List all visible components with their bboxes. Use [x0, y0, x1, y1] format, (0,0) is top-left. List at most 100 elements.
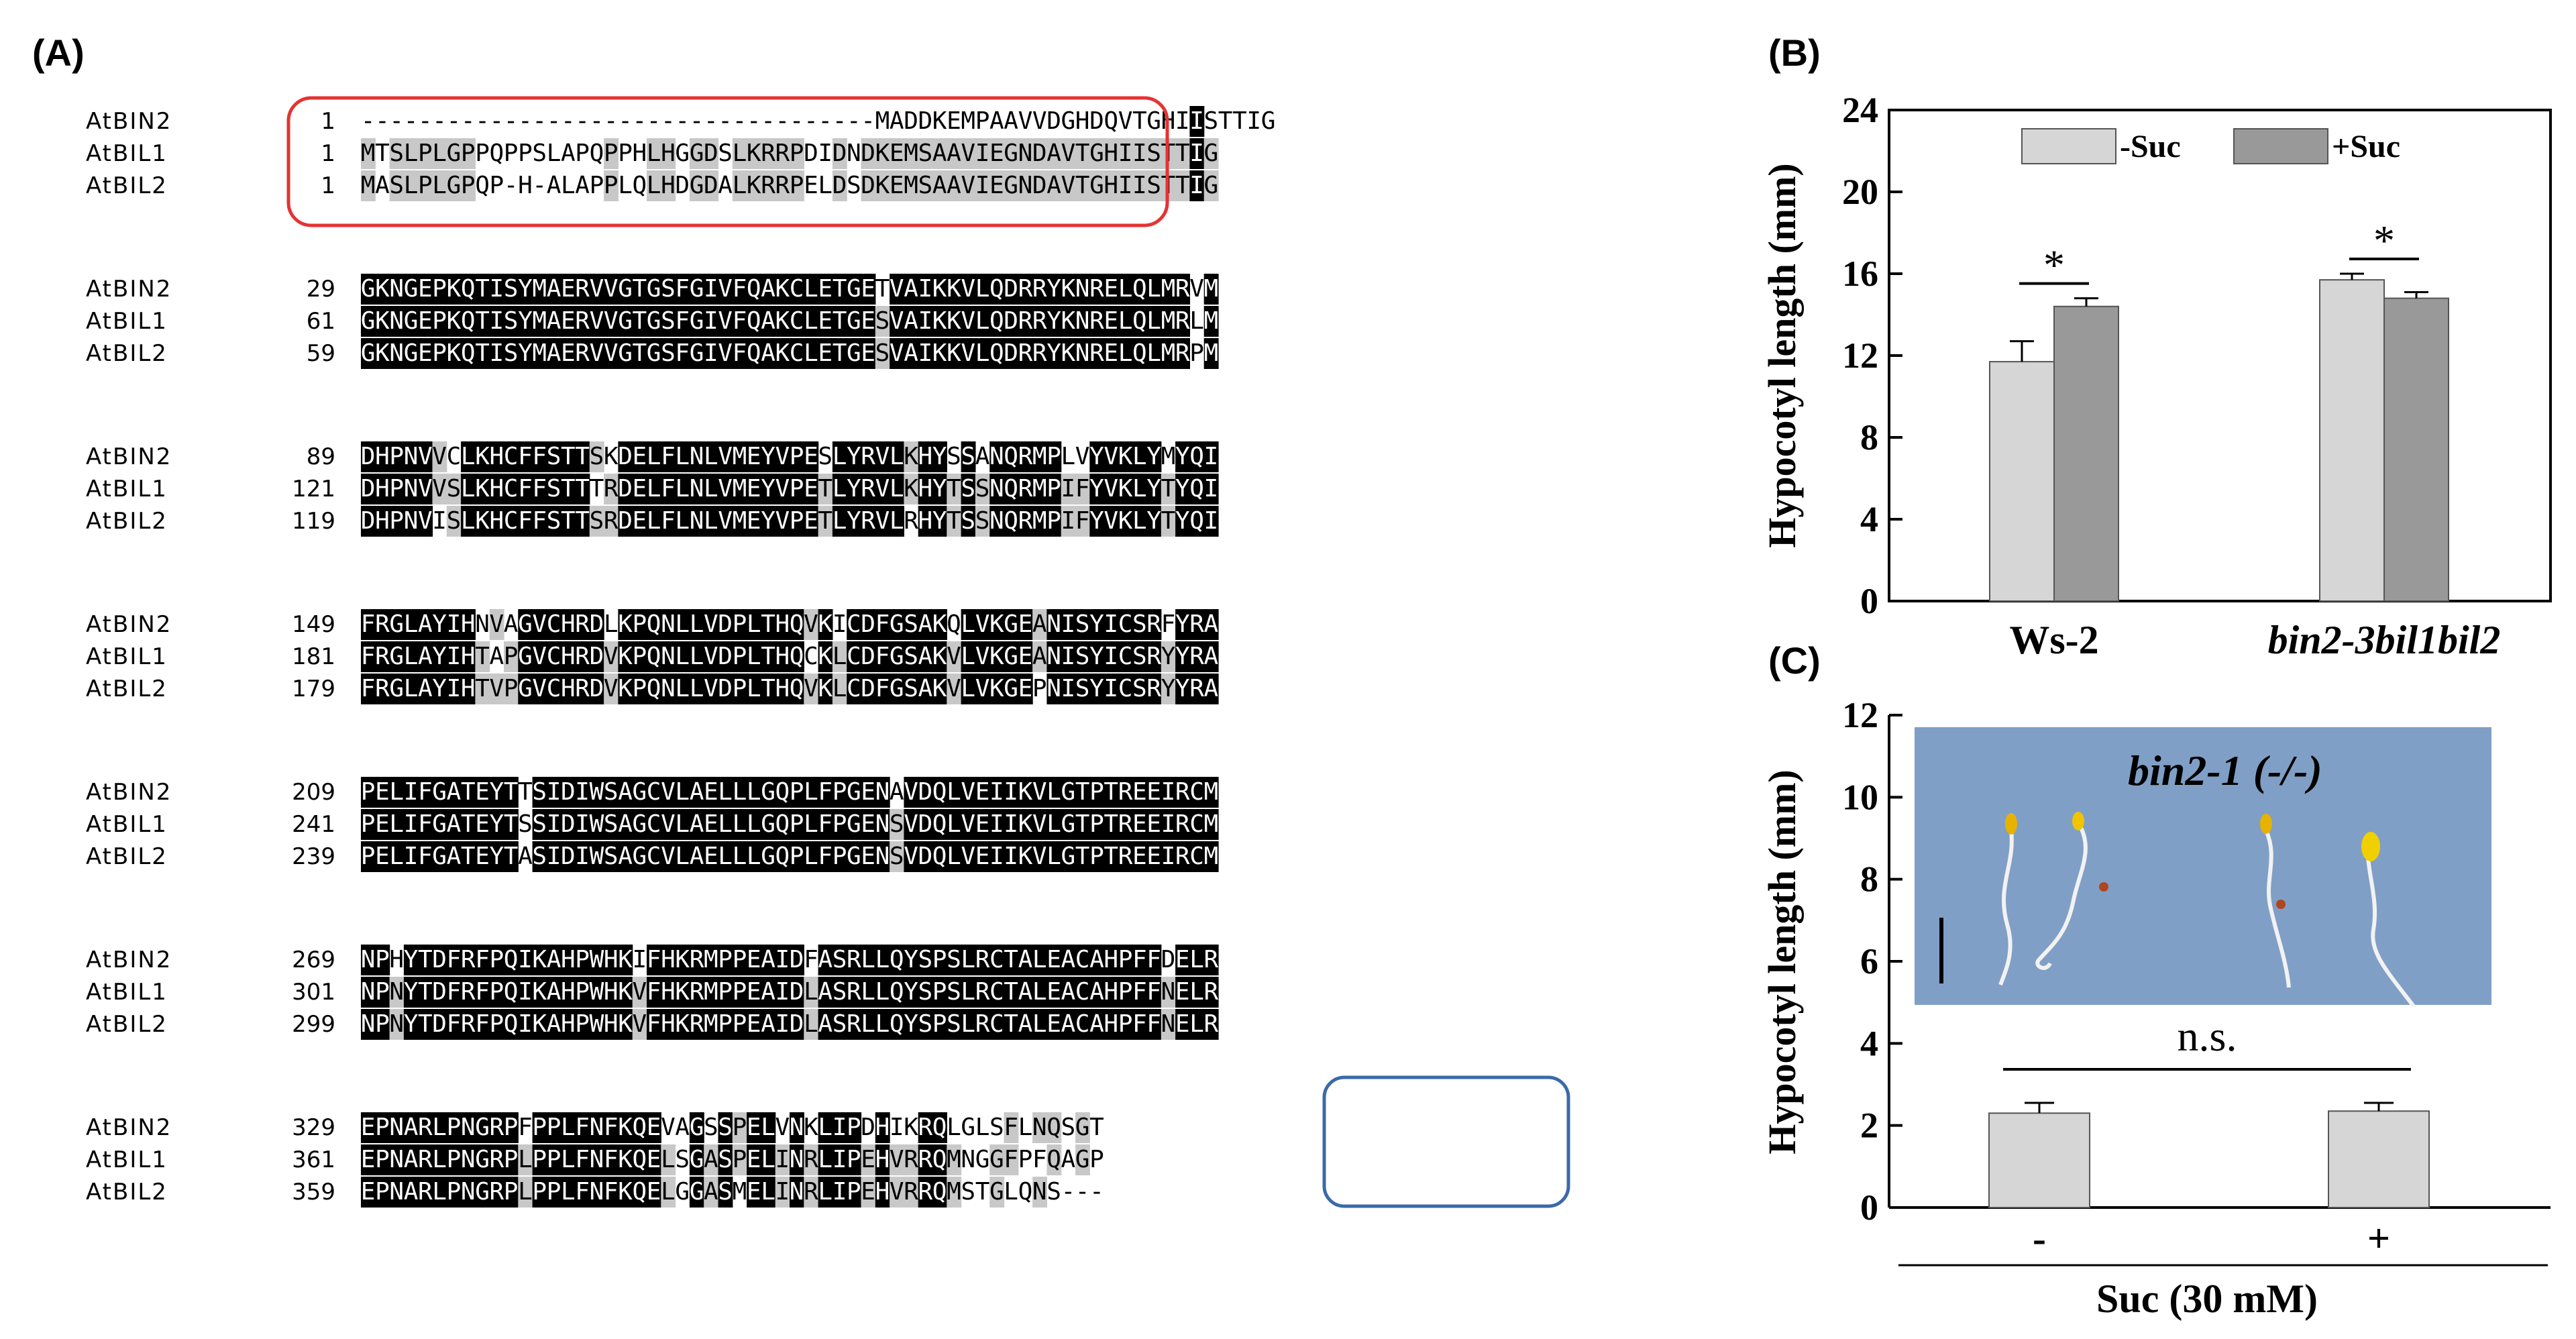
residue-shade	[861, 170, 876, 201]
residue-shade	[947, 306, 962, 337]
residue-shade	[489, 609, 504, 640]
residue-shade	[1146, 609, 1162, 640]
residue: E	[861, 307, 875, 335]
residue: Q	[461, 275, 476, 303]
residue: P	[790, 843, 804, 870]
residue: L	[1189, 307, 1204, 335]
residue: D	[861, 1114, 875, 1141]
residue: I	[1104, 643, 1118, 670]
residue: F	[575, 1146, 590, 1173]
residue-shade	[918, 474, 933, 504]
residue: A	[1204, 675, 1219, 702]
residue-shade	[904, 306, 919, 337]
residue: I	[975, 140, 990, 167]
residue: P	[718, 946, 733, 973]
residue-shade	[1089, 506, 1105, 537]
residue-shade	[875, 441, 890, 472]
seedling-cotyledon	[2361, 832, 2380, 861]
residue-shade	[389, 138, 405, 169]
residue: E	[747, 1114, 761, 1141]
residue: A	[675, 1114, 690, 1141]
residue: H	[775, 643, 790, 670]
residue-shade	[689, 441, 704, 472]
residue-shade	[461, 306, 476, 337]
residue: N	[361, 1010, 376, 1038]
residue: I	[1204, 443, 1219, 470]
residue: G	[847, 307, 861, 335]
residue: R	[575, 275, 590, 303]
residue-shade	[1089, 170, 1105, 201]
residue: L	[961, 643, 975, 670]
residue-shade	[904, 474, 919, 504]
residue: I	[1118, 140, 1133, 167]
residue: S	[904, 610, 918, 638]
residue: L	[432, 140, 447, 167]
residue: I	[633, 946, 647, 973]
residue: H	[518, 172, 533, 199]
residue: A	[1004, 107, 1018, 135]
residue-shade	[890, 274, 904, 305]
y-tick-label: 8	[1860, 417, 1878, 458]
residue: V	[1075, 443, 1090, 470]
residue-shade	[461, 506, 476, 537]
residue: V	[718, 507, 733, 535]
residue-shade	[1146, 274, 1162, 305]
residue-shade	[1161, 506, 1176, 537]
residue: L	[733, 843, 747, 870]
residue-shade	[418, 138, 433, 169]
residue-shade	[418, 306, 433, 337]
residue: W	[590, 946, 604, 973]
residue: C	[847, 610, 861, 638]
residue: H	[604, 1010, 619, 1038]
residue: C	[504, 507, 519, 535]
residue: Y	[490, 810, 504, 838]
residue: M	[961, 107, 975, 135]
residue: P	[718, 1010, 733, 1038]
residue: L	[833, 475, 847, 502]
residue: N	[989, 507, 1004, 535]
sequence-start-position: 241	[292, 811, 335, 838]
residue: Q	[461, 339, 476, 367]
y-tick-label: 20	[1842, 172, 1878, 212]
panel-label-c: (C)	[1768, 639, 1821, 682]
residue: P	[604, 140, 619, 167]
residue: G	[647, 275, 661, 303]
residue: D	[1032, 140, 1047, 167]
residue: E	[818, 339, 833, 367]
residue: N	[404, 443, 419, 470]
residue: Y	[1089, 675, 1104, 702]
residue-shade	[704, 170, 719, 201]
residue: I	[1204, 475, 1219, 502]
residue: C	[989, 978, 1004, 1006]
residue: G	[647, 307, 661, 335]
residue-shade	[790, 306, 804, 337]
residue: V	[775, 443, 790, 470]
residue: Y	[518, 275, 533, 303]
residue: D	[704, 172, 718, 199]
residue: S	[604, 843, 619, 870]
residue: G	[361, 339, 376, 367]
residue-shade	[618, 474, 633, 504]
residue: V	[1061, 140, 1076, 167]
residue-shade	[1018, 609, 1033, 640]
residue: Y	[1146, 507, 1161, 535]
chart-c-xlabel: Suc (30 mM)	[2096, 1277, 2318, 1321]
residue: E	[647, 1146, 661, 1173]
residue-shade	[804, 609, 819, 640]
residue: C	[1075, 1010, 1090, 1038]
residue-shade	[1146, 441, 1162, 472]
residue: R	[1175, 778, 1190, 806]
residue: H	[633, 140, 647, 167]
residue: E	[375, 810, 390, 838]
residue: L	[1046, 778, 1061, 806]
residue: V	[961, 172, 975, 199]
residue-shade	[975, 170, 990, 201]
residue-shade	[775, 338, 790, 369]
residue: I	[1204, 507, 1219, 535]
residue-shade	[875, 338, 890, 369]
residue: Q	[747, 307, 761, 335]
residue: A	[761, 275, 775, 303]
residue-shade	[1032, 138, 1047, 169]
residue-shade	[832, 474, 847, 504]
